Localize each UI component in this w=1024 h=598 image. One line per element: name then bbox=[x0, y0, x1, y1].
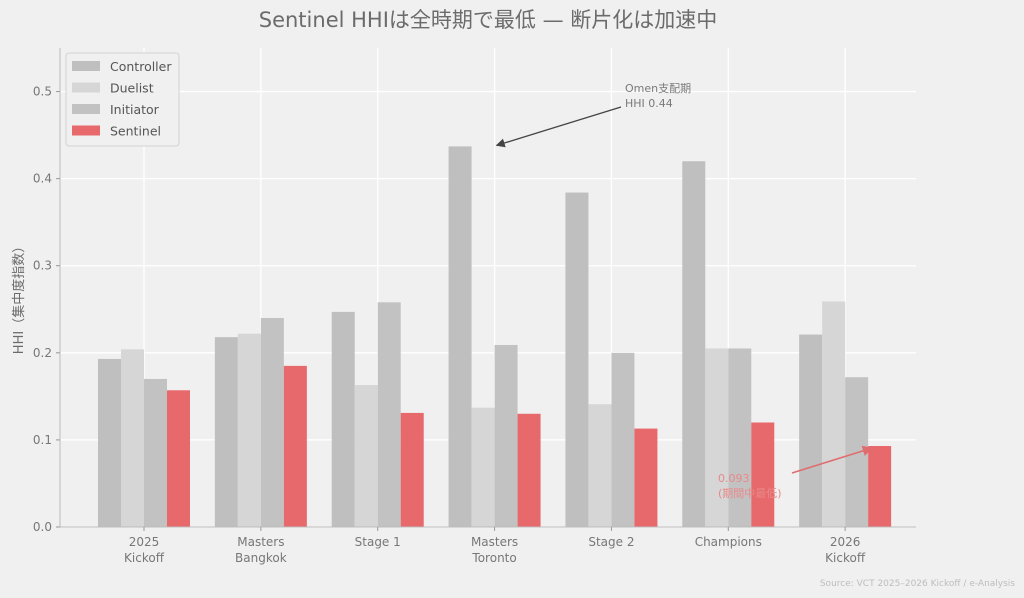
bar-initiator bbox=[377, 302, 401, 527]
bar-controller bbox=[331, 311, 355, 527]
y-tick-label: 0.2 bbox=[33, 346, 52, 360]
legend-label-duelist: Duelist bbox=[110, 81, 154, 96]
bar-duelist bbox=[471, 407, 495, 527]
y-tick-label: 0.4 bbox=[33, 172, 52, 186]
chart-title: Sentinel HHIは全時期で最低 — 断片化は加速中 bbox=[259, 8, 718, 32]
bar-duelist bbox=[705, 348, 729, 527]
bar-sentinel bbox=[517, 413, 541, 527]
legend-swatch-initiator bbox=[72, 104, 100, 114]
bar-initiator bbox=[144, 378, 167, 527]
y-axis-label: HHI（集中度指数） bbox=[11, 240, 27, 354]
bar-duelist bbox=[822, 301, 846, 527]
bar-sentinel bbox=[400, 412, 424, 527]
x-tick-label: Stage 2 bbox=[588, 535, 634, 549]
bar-sentinel bbox=[167, 390, 190, 527]
y-tick-labels: 0.0 0.1 0.2 0.3 0.4 0.5 bbox=[33, 85, 60, 534]
bar-controller bbox=[565, 192, 589, 527]
bars bbox=[98, 146, 892, 527]
bar-initiator bbox=[260, 317, 284, 527]
annotation-arrow-omen bbox=[495, 106, 622, 148]
bar-duelist bbox=[237, 333, 261, 527]
bar-controller bbox=[448, 146, 472, 527]
bar-sentinel bbox=[283, 365, 307, 527]
y-tick-label: 0.0 bbox=[33, 520, 52, 534]
x-tick-label: Champions bbox=[695, 535, 762, 549]
x-tick-label: 2025 Kickoff bbox=[124, 535, 165, 565]
bar-sentinel bbox=[868, 446, 892, 527]
axes bbox=[59, 48, 916, 528]
annotation-omen: Omen支配期 HHI 0.44 bbox=[625, 82, 691, 110]
bar-controller bbox=[98, 358, 121, 527]
bar-initiator bbox=[494, 344, 518, 527]
legend-box bbox=[65, 52, 180, 147]
y-tick-label: 0.3 bbox=[33, 259, 52, 273]
x-tick-label: Masters Toronto bbox=[471, 535, 518, 565]
annotations: Omen支配期 HHI 0.44 0.093 (期間中最低) bbox=[495, 82, 874, 500]
bar-controller bbox=[799, 334, 823, 527]
legend-swatch-duelist bbox=[72, 82, 100, 93]
bar-controller bbox=[682, 161, 706, 527]
bar-initiator bbox=[728, 348, 752, 527]
bar-duelist bbox=[588, 404, 612, 527]
bar-sentinel bbox=[751, 422, 775, 527]
legend-label-controller: Controller bbox=[110, 59, 172, 74]
y-tick-label: 0.1 bbox=[33, 433, 52, 447]
annotation-sentinel-low: 0.093 (期間中最低) bbox=[718, 472, 782, 500]
legend-label-initiator: Initiator bbox=[110, 102, 160, 117]
legend-swatch-sentinel bbox=[72, 125, 100, 136]
legend-swatch-controller bbox=[72, 61, 100, 71]
x-tick-label: 2026 Kickoff bbox=[825, 535, 866, 565]
x-tick-label: Masters Bangkok bbox=[235, 535, 287, 565]
bar-duelist bbox=[354, 385, 378, 527]
legend-label-sentinel: Sentinel bbox=[110, 124, 161, 139]
x-tick-label: Stage 1 bbox=[355, 535, 401, 549]
bar-initiator bbox=[611, 352, 635, 527]
legend: Controller Duelist Initiator Sentinel bbox=[65, 52, 180, 147]
y-tick-label: 0.5 bbox=[33, 85, 52, 99]
x-tick-labels: 2025 Kickoff Masters Bangkok Stage 1 Masters T… bbox=[124, 527, 866, 565]
source-note: Source: VCT 2025–2026 Kickoff / e-Analys… bbox=[820, 579, 1015, 589]
bar-sentinel bbox=[634, 428, 658, 527]
bar-duelist bbox=[121, 349, 144, 527]
annotation-arrow-sentinel bbox=[791, 445, 874, 474]
bar-controller bbox=[214, 337, 238, 527]
